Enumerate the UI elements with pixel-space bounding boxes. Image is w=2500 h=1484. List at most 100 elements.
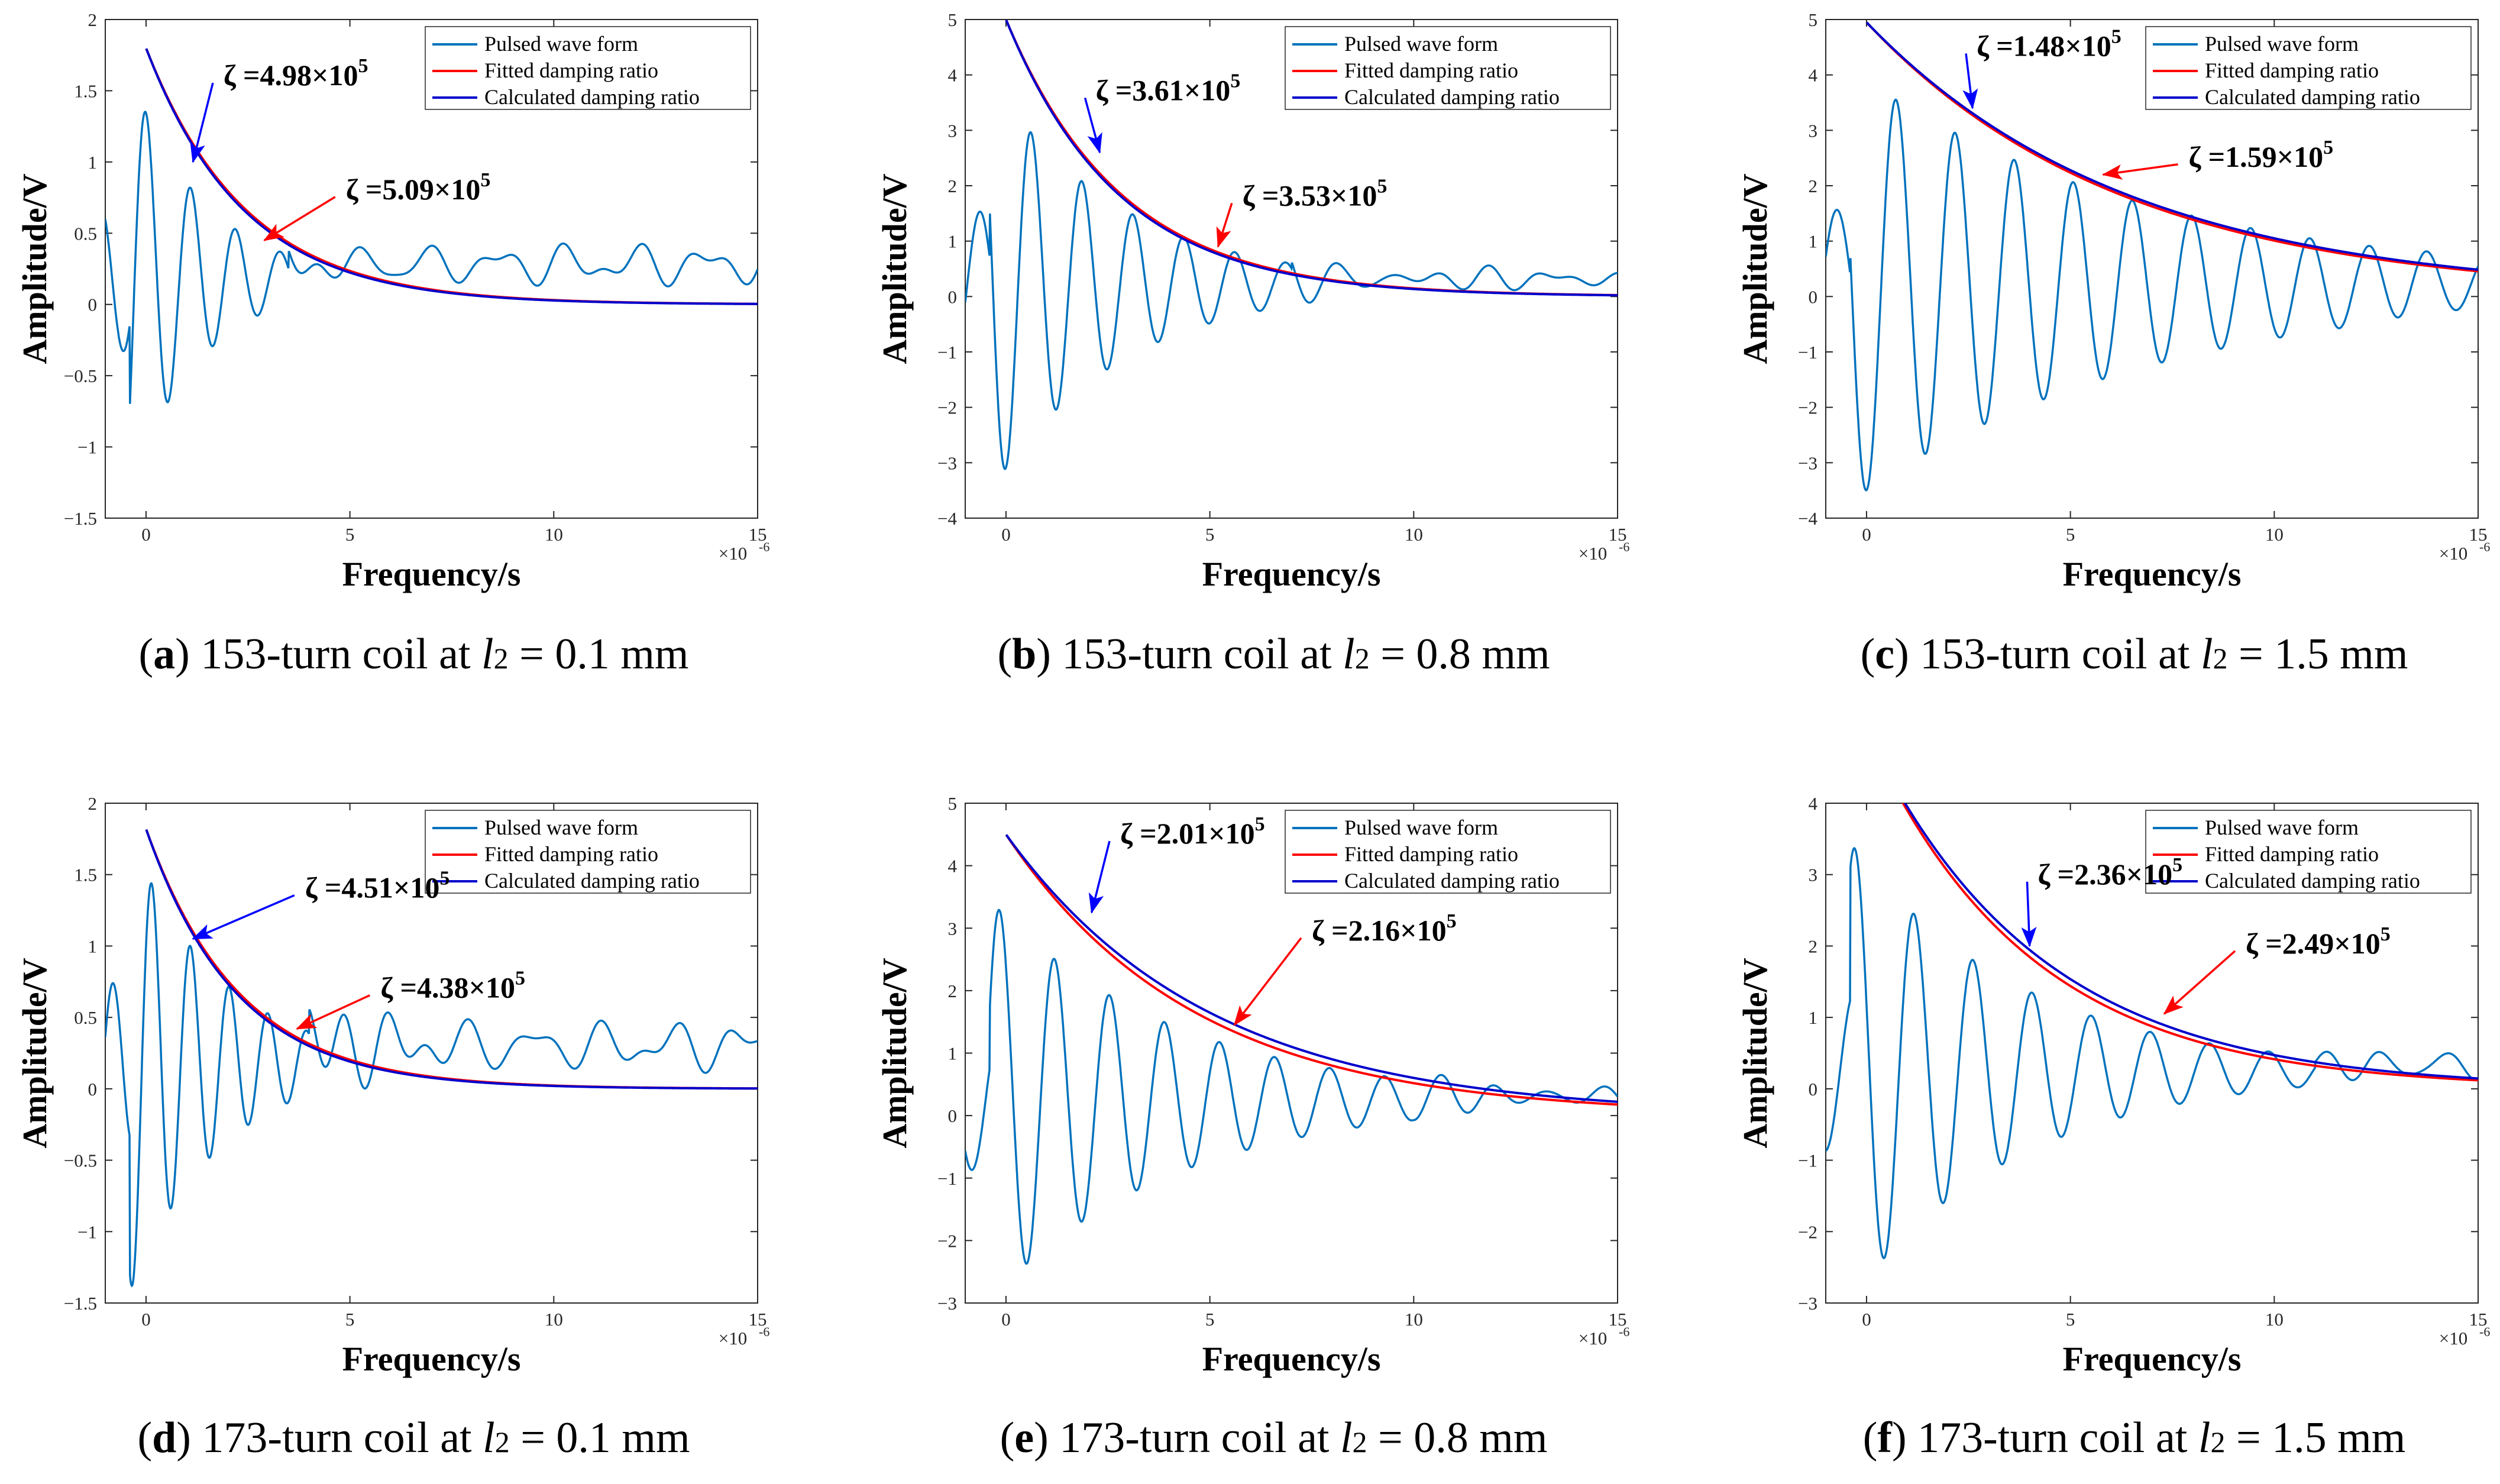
x-exponent-label: ×10 (2439, 1328, 2467, 1349)
series-line (1903, 803, 2478, 1080)
x-exponent-label: ×10 (1579, 543, 1607, 564)
annotation-arrow (1216, 202, 1233, 248)
panel-caption: (e) 173-turn coil at l2 = 0.8 mm (1000, 1414, 1548, 1462)
y-tick-label: −1.5 (64, 1293, 97, 1314)
y-tick-label: −4 (937, 508, 957, 529)
series-line (105, 882, 758, 1288)
x-tick-label: 5 (345, 1309, 355, 1330)
annotation-base: ζ =1.59×10 (2189, 140, 2324, 173)
annotation-base: ζ =5.09×10 (346, 173, 481, 206)
caption-part: 173-turn coil at (1059, 1414, 1340, 1462)
caption-part: ) (1894, 630, 1920, 678)
panel-caption: (b) 153-turn coil at l2 = 0.8 mm (997, 630, 1550, 678)
annotation-exponent: 5 (480, 169, 490, 191)
series-group-a (105, 48, 758, 404)
annotation-base: ζ =2.36×10 (2037, 858, 2172, 891)
x-tick-label: 15 (749, 1309, 767, 1330)
legend-entry: Fitted damping ratio (2205, 842, 2379, 866)
caption-part: ) (1036, 630, 1062, 678)
x-axis-label: Frequency/s (2063, 555, 2242, 593)
legend-entry: Calculated damping ratio (2205, 85, 2420, 109)
y-tick-label: −1 (937, 1168, 957, 1189)
series-group-c (1826, 21, 2478, 492)
x-tick-label: 0 (1001, 1309, 1011, 1330)
legend-box (425, 26, 751, 110)
y-tick-label: 0 (948, 286, 958, 307)
chart-panel-a: 0 5 10 15 −1.5 −1 −0.5 0 0.5 1 1.5 2 ×10 -6 Frequency/… (15, 9, 769, 678)
legend-box (2145, 810, 2472, 894)
annotation-exponent: 5 (2111, 26, 2121, 48)
y-tick-label: 3 (948, 918, 958, 939)
y-tick-label: 1 (88, 152, 98, 173)
series-group-f (1826, 803, 2478, 1260)
caption-part: = 1.5 mm (2228, 630, 2408, 678)
y-axis-label: Amplitude/V (1736, 173, 1774, 364)
annotation-label: ζ =2.16×105 (1312, 910, 1457, 947)
x-exponent-label: ×10 (719, 543, 747, 564)
y-tick-label: 0 (1809, 1079, 1818, 1100)
annotation-exponent: 5 (358, 55, 368, 77)
annotation-label: ζ =1.59×105 (2189, 137, 2334, 173)
annotation-base: ζ =3.53×10 (1243, 179, 1377, 212)
y-tick-label: 1 (948, 1043, 958, 1064)
y-tick-label: −1 (937, 342, 957, 363)
caption-part: ) (175, 630, 200, 678)
caption-part: f (1877, 1414, 1893, 1462)
caption-part: 2 (494, 642, 509, 675)
caption-part: 153-turn coil at (1062, 630, 1343, 678)
x-axis-label: Frequency/s (2063, 1340, 2242, 1378)
y-tick-label: 0.5 (74, 1007, 97, 1028)
caption-part: ( (1863, 1414, 1878, 1462)
chart-panel-d: 0 5 10 15 −1.5 −1 −0.5 0 0.5 1 1.5 2 ×10 -6 Frequency/… (15, 793, 769, 1462)
y-tick-label: 2 (948, 981, 958, 1001)
y-tick-label: −4 (1798, 508, 1817, 529)
caption-part: ) (1034, 1414, 1059, 1462)
caption-part: 2 (2213, 642, 2228, 675)
x-exponent-power: -6 (1619, 539, 1629, 554)
legend-entry: Calculated damping ratio (484, 869, 700, 893)
annotation-arrow (296, 994, 371, 1030)
x-tick-label: 15 (749, 524, 767, 545)
panel-caption: (f) 173-turn coil at l2 = 1.5 mm (1863, 1414, 2406, 1462)
annotation-label: ζ =3.61×105 (1096, 70, 1241, 106)
chart-panel-b: 0 5 10 15 −4 −3 −2 −1 0 1 2 3 4 5 ×10 -6 Frequency/s Ampl… (875, 9, 1629, 678)
caption-part: a (153, 630, 175, 678)
annotation-exponent: 5 (2172, 854, 2182, 876)
annotation-arrow (2163, 950, 2236, 1015)
caption-part: 2 (2210, 1425, 2225, 1459)
series-group-e (965, 834, 1618, 1265)
y-tick-label: −1 (1798, 342, 1817, 363)
series-line (1865, 21, 2478, 273)
series-line (145, 48, 758, 305)
y-tick-label: −3 (937, 1293, 957, 1314)
x-tick-label: 5 (1205, 524, 1215, 545)
x-exponent-label: ×10 (719, 1328, 747, 1349)
caption-part: ( (137, 1414, 152, 1462)
y-tick-label: 3 (1809, 120, 1818, 141)
caption-part: 173-turn coil at (202, 1414, 483, 1462)
x-tick-label: 15 (2469, 524, 2488, 545)
y-tick-label: 2 (1809, 936, 1818, 956)
x-axis-label: Frequency/s (342, 555, 521, 593)
caption-part: l (1343, 630, 1355, 678)
legend-entry: Pulsed wave form (2205, 816, 2359, 839)
legend-entry: Calculated damping ratio (1344, 85, 1560, 109)
x-axis-label: Frequency/s (342, 1340, 521, 1378)
y-tick-label: −2 (1798, 1221, 1817, 1242)
x-exponent-power: -6 (1619, 1324, 1629, 1339)
caption-part: = 0.1 mm (510, 1414, 690, 1462)
y-tick-label: −1 (77, 1221, 97, 1242)
annotation-arrow (263, 196, 336, 241)
caption-part: 173-turn coil at (1917, 1414, 2198, 1462)
x-tick-label: 5 (2066, 1309, 2075, 1330)
series-line (965, 131, 1618, 470)
y-tick-label: −3 (1798, 1293, 1817, 1314)
series-line (965, 908, 1618, 1265)
y-axis-label: Amplitude/V (875, 958, 914, 1148)
y-tick-label: 5 (1809, 9, 1818, 30)
annotation-label: ζ =4.98×105 (224, 55, 368, 92)
annotation-exponent: 5 (1377, 175, 1387, 197)
caption-part: 153-turn coil at (200, 630, 481, 678)
annotation-exponent: 5 (2323, 137, 2333, 159)
